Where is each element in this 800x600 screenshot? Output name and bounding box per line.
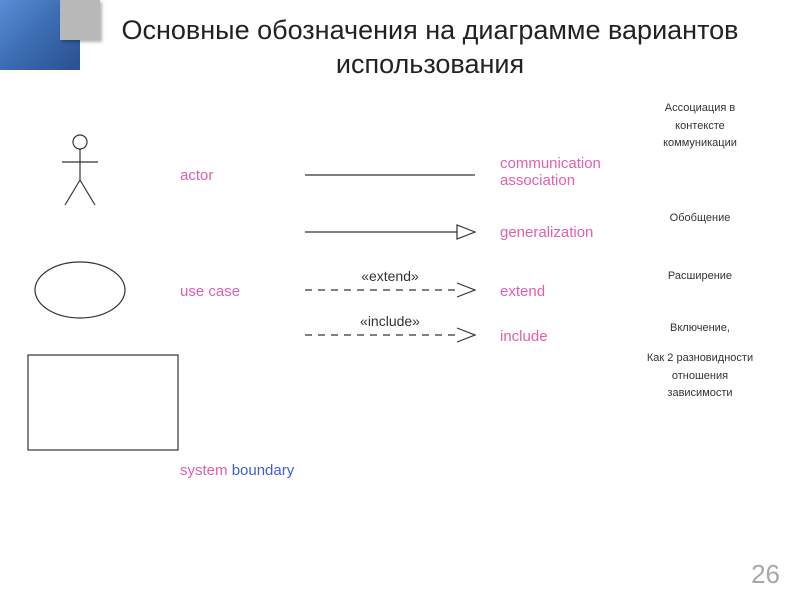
extend-symbol: [305, 283, 475, 297]
include-stereotype: «include»: [350, 313, 430, 329]
generalization-symbol: [305, 225, 475, 239]
boundary-label-boundary: boundary: [232, 462, 295, 479]
usecase-symbol: [35, 262, 125, 318]
include-symbol: [305, 328, 475, 342]
include-label: include: [500, 328, 548, 345]
slide-container: Основные обозначения на диаграмме вариан…: [0, 0, 800, 600]
generalization-rus: Обобщение: [640, 210, 760, 228]
usecase-label: use case: [180, 283, 240, 300]
boundary-label: system boundary: [180, 462, 294, 479]
actor-label: actor: [180, 167, 213, 184]
extend-rus: Расширение: [640, 268, 760, 286]
communication-label: communication association: [500, 155, 630, 190]
footnote-rus: Как 2 разновидности отношения зависимост…: [640, 350, 760, 403]
notation-canvas: [0, 0, 800, 600]
boundary-label-system: system: [180, 462, 228, 479]
boundary-symbol: [28, 355, 178, 450]
communication-rus: Ассоциация в контексте коммуникации: [640, 100, 760, 153]
include-rus: Включение,: [640, 320, 760, 338]
generalization-label: generalization: [500, 224, 593, 241]
actor-symbol: [62, 135, 98, 205]
page-number: 26: [751, 559, 780, 590]
extend-label: extend: [500, 283, 545, 300]
extend-stereotype: «extend»: [350, 268, 430, 284]
